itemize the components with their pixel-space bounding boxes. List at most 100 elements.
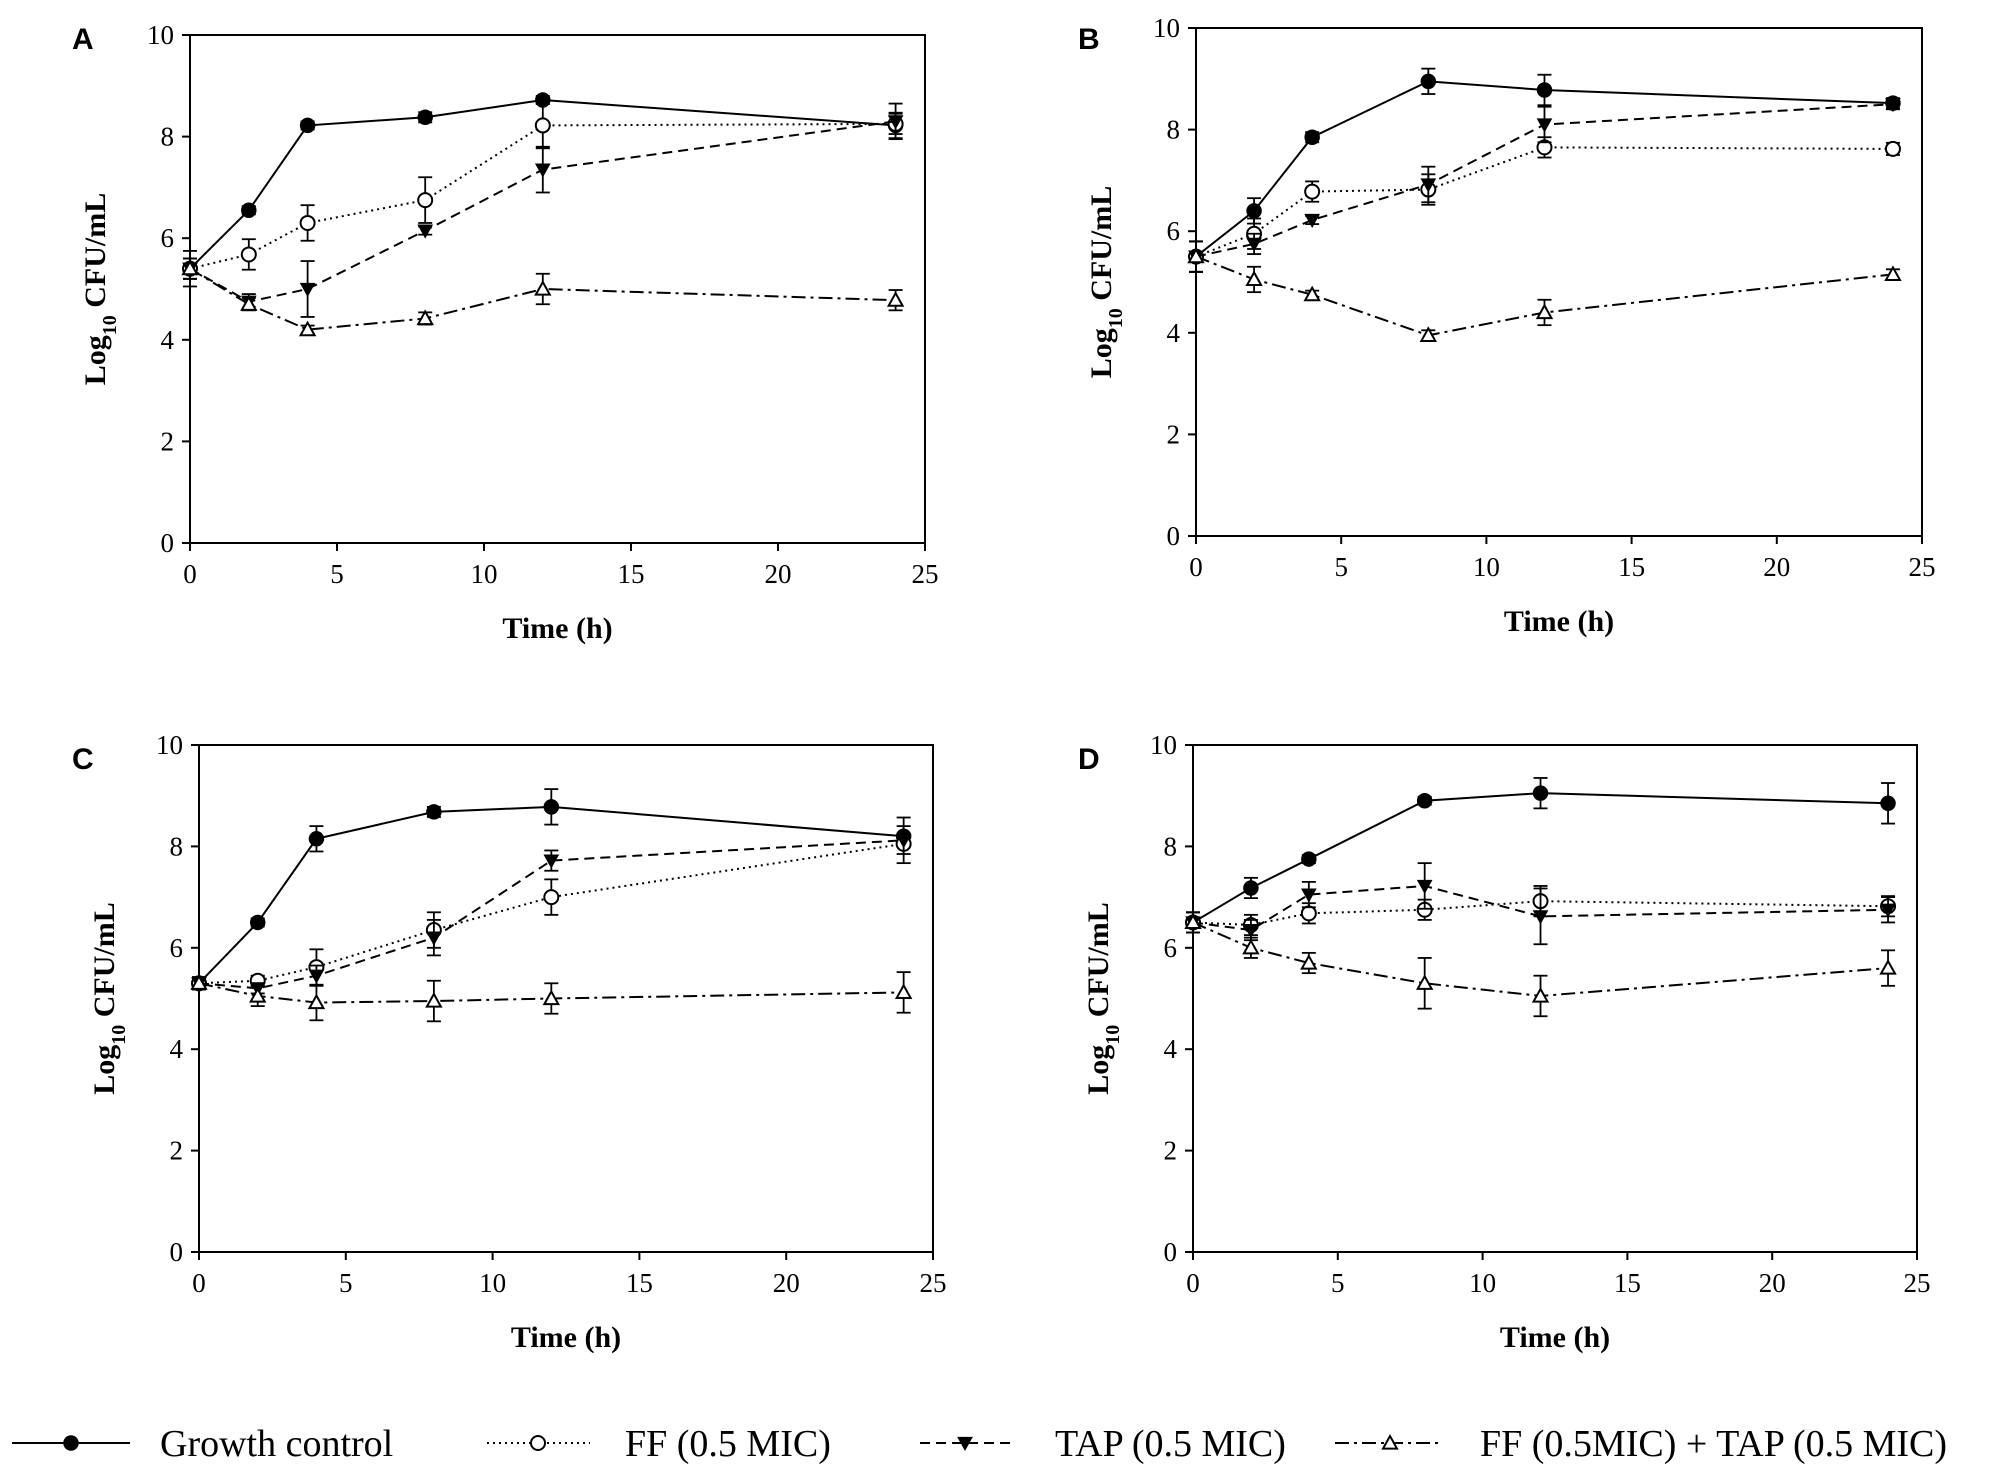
legend-marker bbox=[1381, 1433, 1399, 1450]
panel-letter: D bbox=[1078, 743, 1100, 776]
data-point bbox=[299, 214, 316, 231]
legend-label: FF (0.5MIC) + TAP (0.5 MIC) bbox=[1480, 1423, 1947, 1465]
data-point bbox=[1187, 247, 1205, 264]
panel-letter: A bbox=[72, 23, 94, 56]
y-tick-label: 10 bbox=[147, 20, 174, 50]
y-tick-label: 8 bbox=[1164, 831, 1178, 861]
legend-item-3: TAP (0.5 MIC) bbox=[920, 1423, 1286, 1465]
x-tick-label: 25 bbox=[1909, 552, 1936, 582]
series-line bbox=[189, 99, 896, 270]
series-line bbox=[189, 120, 896, 303]
series-line bbox=[189, 122, 896, 270]
data-point bbox=[1303, 285, 1321, 302]
data-point bbox=[543, 889, 560, 906]
plot-frame bbox=[1192, 744, 1918, 1253]
y-tick-label: 2 bbox=[170, 1136, 184, 1166]
legend-item-4: FF (0.5MIC) + TAP (0.5 MIC) bbox=[1335, 1423, 1947, 1465]
data-point bbox=[1300, 953, 1318, 970]
y-axis-label-unit: CFU/mL bbox=[88, 902, 121, 1025]
y-axis-label: Log10 CFU/mL bbox=[1082, 902, 1124, 1095]
series-line bbox=[1195, 80, 1893, 258]
x-tick-label: 0 bbox=[183, 559, 197, 589]
y-axis-label-unit: CFU/mL bbox=[79, 193, 112, 316]
data-point bbox=[1885, 98, 1901, 113]
data-point bbox=[299, 117, 316, 134]
x-tick-label: 15 bbox=[626, 1268, 653, 1298]
x-axis-label: Time (h) bbox=[1500, 1321, 1610, 1354]
series-line bbox=[189, 267, 896, 331]
data-point bbox=[1536, 82, 1553, 98]
legend-label: Growth control bbox=[160, 1423, 393, 1465]
data-point bbox=[534, 279, 552, 296]
data-point bbox=[1532, 910, 1549, 925]
data-point bbox=[1531, 986, 1550, 1003]
legend-label: TAP (0.5 MIC) bbox=[1055, 1423, 1286, 1465]
data-point bbox=[181, 259, 199, 276]
series-3 bbox=[1188, 98, 1901, 273]
y-tick-label: 4 bbox=[1164, 1034, 1178, 1064]
data-point bbox=[307, 993, 326, 1010]
series-line bbox=[1195, 255, 1894, 337]
x-tick-label: 0 bbox=[1189, 552, 1203, 582]
y-axis-label-main: Log bbox=[88, 1045, 121, 1095]
y-tick-label: 6 bbox=[170, 933, 184, 963]
data-point bbox=[240, 246, 257, 263]
y-tick-label: 0 bbox=[1167, 521, 1181, 551]
x-tick-label: 25 bbox=[920, 1268, 947, 1298]
data-point bbox=[1420, 178, 1437, 193]
y-tick-label: 2 bbox=[1167, 419, 1181, 449]
panel-letter: B bbox=[1078, 23, 1100, 56]
y-axis-label-subscript: 10 bbox=[99, 315, 121, 335]
legend: Growth control FF (0.5 MIC) TAP (0.5 MIC) F… bbox=[12, 1423, 1947, 1465]
x-tick-label: 10 bbox=[471, 559, 498, 589]
series-4 bbox=[1187, 240, 1902, 342]
data-point bbox=[1879, 959, 1897, 975]
panel-letter: C bbox=[72, 743, 94, 776]
data-point bbox=[308, 969, 325, 984]
x-tick-label: 15 bbox=[618, 559, 645, 589]
plot-frame bbox=[1195, 27, 1923, 537]
series-line bbox=[1192, 884, 1889, 932]
data-point bbox=[249, 914, 266, 931]
y-axis-label: Log10 CFU/mL bbox=[79, 193, 121, 386]
y-axis-label-unit: CFU/mL bbox=[1082, 902, 1115, 1025]
data-point bbox=[1536, 118, 1553, 133]
data-point bbox=[1880, 795, 1896, 812]
x-tick-label: 20 bbox=[765, 559, 792, 589]
y-tick-label: 4 bbox=[170, 1034, 184, 1064]
y-tick-label: 6 bbox=[161, 223, 175, 253]
data-point bbox=[1884, 265, 1902, 281]
y-axis-label: Log10 CFU/mL bbox=[1085, 186, 1127, 379]
y-tick-label: 10 bbox=[156, 730, 183, 760]
data-point bbox=[416, 309, 434, 326]
y-tick-label: 10 bbox=[1150, 730, 1177, 760]
y-axis-label-subscript: 10 bbox=[1102, 1025, 1124, 1045]
y-tick-label: 2 bbox=[1164, 1136, 1178, 1166]
data-point bbox=[249, 986, 267, 1003]
data-point bbox=[417, 224, 434, 239]
x-tick-label: 25 bbox=[912, 559, 939, 589]
y-tick-label: 4 bbox=[1167, 318, 1181, 348]
y-tick-label: 8 bbox=[161, 122, 175, 152]
y-tick-label: 6 bbox=[1164, 933, 1178, 963]
data-point bbox=[1300, 905, 1317, 922]
data-point bbox=[1304, 129, 1320, 145]
x-tick-label: 5 bbox=[1331, 1268, 1345, 1298]
plot-frame bbox=[198, 744, 934, 1253]
series-line bbox=[1195, 103, 1894, 258]
data-point bbox=[1419, 326, 1438, 342]
data-point bbox=[241, 202, 257, 219]
data-point bbox=[1304, 183, 1321, 200]
x-tick-label: 10 bbox=[479, 1268, 506, 1298]
x-tick-label: 10 bbox=[1469, 1268, 1496, 1298]
y-tick-label: 10 bbox=[1153, 13, 1180, 43]
y-axis-label: Log10 CFU/mL bbox=[88, 902, 130, 1095]
y-axis-label-subscript: 10 bbox=[1105, 308, 1127, 328]
y-tick-label: 8 bbox=[1167, 115, 1181, 145]
